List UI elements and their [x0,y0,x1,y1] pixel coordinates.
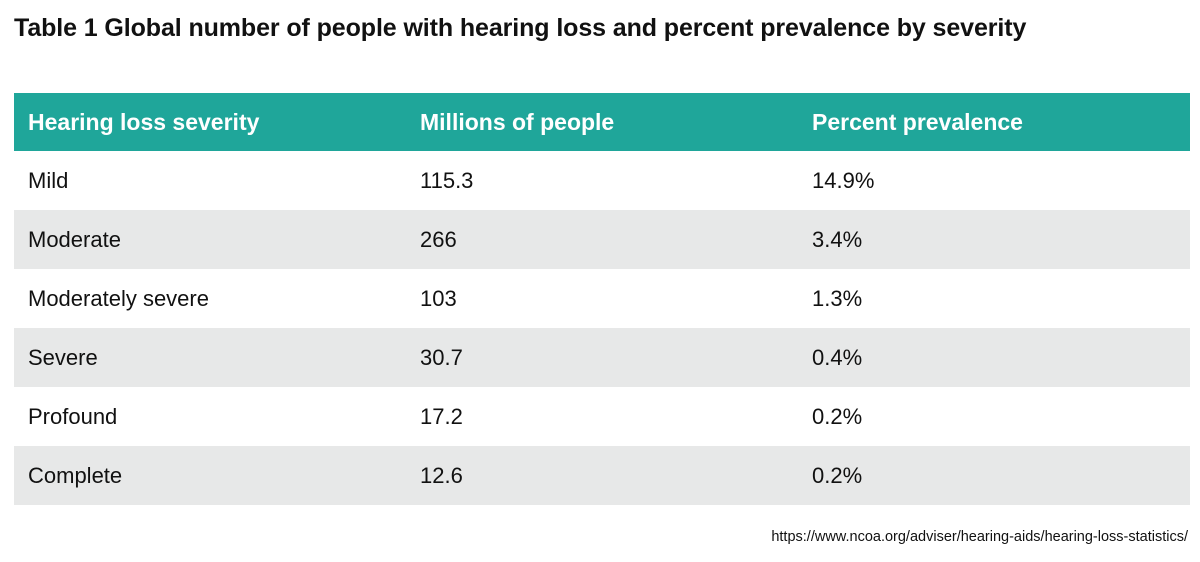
table-row: Moderately severe 103 1.3% [14,269,1190,328]
cell-percent: 0.2% [798,446,1190,505]
cell-severity: Moderate [14,210,406,269]
cell-severity: Moderately severe [14,269,406,328]
table-header-row: Hearing loss severity Millions of people… [14,93,1190,151]
cell-millions: 17.2 [406,387,798,446]
source-url: https://www.ncoa.org/adviser/hearing-aid… [771,529,1188,545]
table-row: Complete 12.6 0.2% [14,446,1190,505]
table-row: Profound 17.2 0.2% [14,387,1190,446]
cell-severity: Complete [14,446,406,505]
cell-percent: 3.4% [798,210,1190,269]
cell-severity: Profound [14,387,406,446]
cell-severity: Severe [14,328,406,387]
column-header-severity: Hearing loss severity [14,93,406,151]
cell-millions: 12.6 [406,446,798,505]
table-row: Severe 30.7 0.4% [14,328,1190,387]
table-title: Table 1 Global number of people with hea… [14,14,1027,42]
hearing-loss-table: Hearing loss severity Millions of people… [14,93,1190,505]
column-header-millions: Millions of people [406,93,798,151]
cell-millions: 266 [406,210,798,269]
table-row: Moderate 266 3.4% [14,210,1190,269]
cell-millions: 115.3 [406,151,798,210]
table-row: Mild 115.3 14.9% [14,151,1190,210]
column-header-percent: Percent prevalence [798,93,1190,151]
cell-percent: 1.3% [798,269,1190,328]
cell-millions: 103 [406,269,798,328]
cell-percent: 0.4% [798,328,1190,387]
cell-millions: 30.7 [406,328,798,387]
cell-severity: Mild [14,151,406,210]
cell-percent: 0.2% [798,387,1190,446]
cell-percent: 14.9% [798,151,1190,210]
